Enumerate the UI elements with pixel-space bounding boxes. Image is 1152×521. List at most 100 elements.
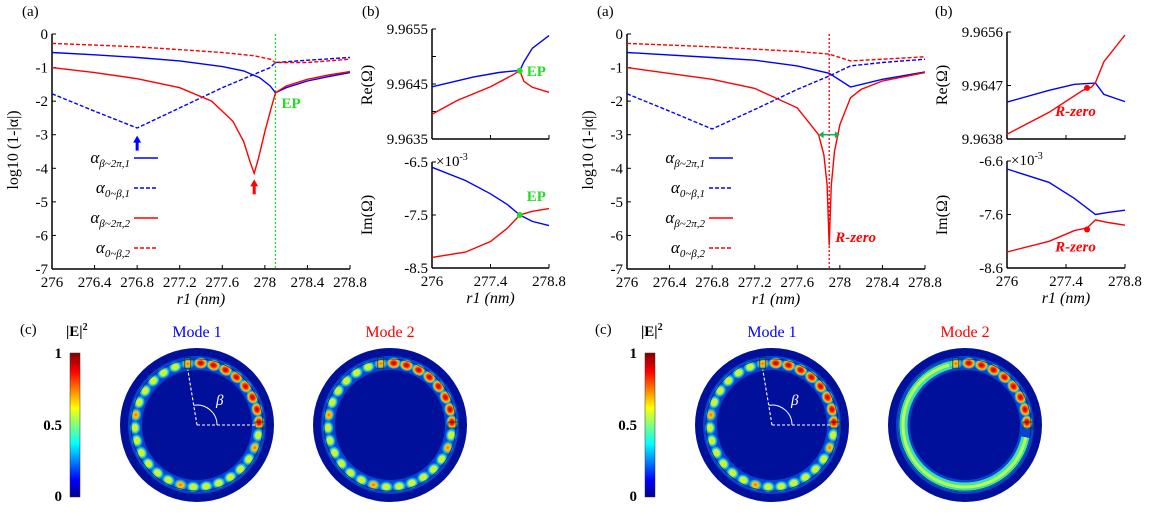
multiplier-exponent: -3 — [459, 152, 467, 163]
field-lobe — [445, 427, 458, 443]
series-line-1 — [431, 69, 550, 115]
angle-arc — [193, 404, 218, 426]
arrow-icon — [250, 179, 259, 195]
legend-symbol: α — [671, 178, 681, 197]
angle-label: β — [790, 393, 799, 409]
ep-label: EP — [282, 96, 301, 112]
y-tick-label: -3 — [36, 128, 49, 144]
series-line-3 — [626, 42, 926, 62]
legend-subscript: β~2π,1 — [98, 158, 130, 170]
y-axis-label: Im(Ω) — [934, 195, 951, 235]
y-tick-label: -2 — [611, 94, 624, 110]
field-lobe — [431, 379, 446, 394]
field-lobe — [725, 466, 740, 480]
outer-disk — [888, 348, 1042, 502]
angle-lines — [187, 369, 255, 426]
y-tick-label: 9.9655 — [387, 22, 428, 38]
field-lobe — [426, 462, 441, 476]
x-tick-label: 276 — [616, 275, 639, 291]
x-axis-label: r1 (nm) — [466, 290, 514, 307]
series-line-2 — [51, 66, 351, 176]
special-point — [1084, 226, 1091, 233]
x-tick-label: 278 — [254, 275, 277, 291]
scatterer-right — [1022, 421, 1035, 429]
series-line-1 — [51, 56, 351, 129]
x-tick-label: 278.4 — [866, 275, 900, 291]
x-tick-label: 278.8 — [333, 275, 367, 291]
legend-label: α0~β,1 — [671, 178, 705, 200]
x-tick-label: 277.4 — [1049, 274, 1083, 290]
x-tick-label: 277.2 — [163, 275, 197, 291]
y-tick-label: -4 — [611, 161, 624, 177]
r-zero-label: R-zero — [834, 230, 876, 246]
field-lobe — [339, 374, 354, 388]
ring-band-core — [901, 362, 1028, 489]
series-line-0 — [1006, 82, 1126, 103]
field-lobe — [736, 473, 751, 487]
series-line-1 — [626, 58, 926, 130]
field-lobe — [378, 480, 394, 493]
axis-multiplier: ×10-3 — [1011, 151, 1043, 169]
series-line-1 — [1006, 34, 1126, 135]
y-tick-label: -7.6 — [979, 208, 1003, 224]
axis-multiplier: ×10-3 — [436, 152, 468, 170]
field-lobe — [334, 456, 349, 471]
field-lobe — [322, 420, 335, 436]
r-zero-label: R-zero — [1054, 104, 1096, 120]
y-tick-label: -3 — [611, 128, 624, 144]
legend-label: αβ~2π,2 — [90, 208, 130, 230]
field-lobe — [223, 470, 238, 484]
x-tick-label: 278 — [829, 275, 852, 291]
y-tick-label: -6.6 — [979, 154, 1003, 170]
x-tick-label: 277.2 — [738, 275, 772, 291]
panel-right-b-re: 9.9656 9.9647 9.9638 (b) Re(Ω) R-zero — [934, 4, 1126, 148]
x-axis-label: r1 (nm) — [1042, 290, 1090, 307]
legend-symbol: α — [96, 178, 106, 197]
y-tick-label: -7.5 — [404, 208, 428, 224]
colorbar-tick-label: 0.5 — [618, 418, 637, 434]
legend-label: α0~β,1 — [96, 178, 130, 200]
ring-outline — [130, 358, 264, 492]
scatterer-right — [447, 421, 460, 429]
panel-left-b-re: 9.9655 9.9645 9.9635 (b) Re(Ω) EP — [359, 4, 550, 148]
legend-label: α0~β,2 — [96, 238, 131, 260]
angle-arc — [768, 404, 793, 426]
angle-lines — [762, 369, 830, 426]
x-tick-label: 276 — [421, 274, 444, 290]
y-tick-label: 0 — [616, 27, 624, 43]
field-lobe — [218, 363, 233, 377]
scatterer-top — [952, 357, 960, 370]
field-map-mode-2: Mode 2 — [888, 324, 1042, 502]
panel-label: (b) — [935, 4, 953, 20]
field-lobe — [1006, 379, 1021, 394]
multiplier-base: ×10 — [436, 154, 459, 170]
field-lobe — [713, 383, 727, 398]
legend-label: α0~β,2 — [671, 238, 706, 260]
panel-left-a: 276 276.4 276.8 277.2 277.6 278 278.4 278.8 0 -1 -… — [5, 4, 367, 308]
colorbar — [69, 352, 81, 498]
y-tick-label: -5 — [611, 195, 624, 211]
field-lobe — [416, 470, 431, 484]
legend-subscript: β~2π,2 — [673, 218, 705, 230]
special-point — [516, 212, 523, 218]
legend-label: αβ~2π,2 — [665, 208, 705, 230]
field-lobe — [198, 480, 214, 493]
ep-label: EP — [527, 189, 546, 205]
x-tick-label: 277.6 — [780, 275, 814, 291]
y-tick-label: -8.6 — [979, 261, 1003, 277]
field-lobe — [129, 420, 142, 436]
mode-title: Mode 2 — [365, 324, 414, 341]
field-lobe — [354, 473, 369, 487]
field-lobe — [760, 480, 776, 493]
y-axis-label: Re(Ω) — [934, 65, 951, 105]
series-line-1 — [431, 207, 550, 259]
legend-symbol: α — [90, 148, 100, 167]
ring-outline — [323, 358, 457, 492]
field-lobe — [821, 390, 834, 405]
legend-label: αβ~2π,1 — [665, 148, 705, 170]
colorbar-title: |E|2 — [66, 322, 88, 340]
field-lobe — [185, 480, 201, 493]
x-tick-label: 278.8 — [908, 275, 942, 291]
